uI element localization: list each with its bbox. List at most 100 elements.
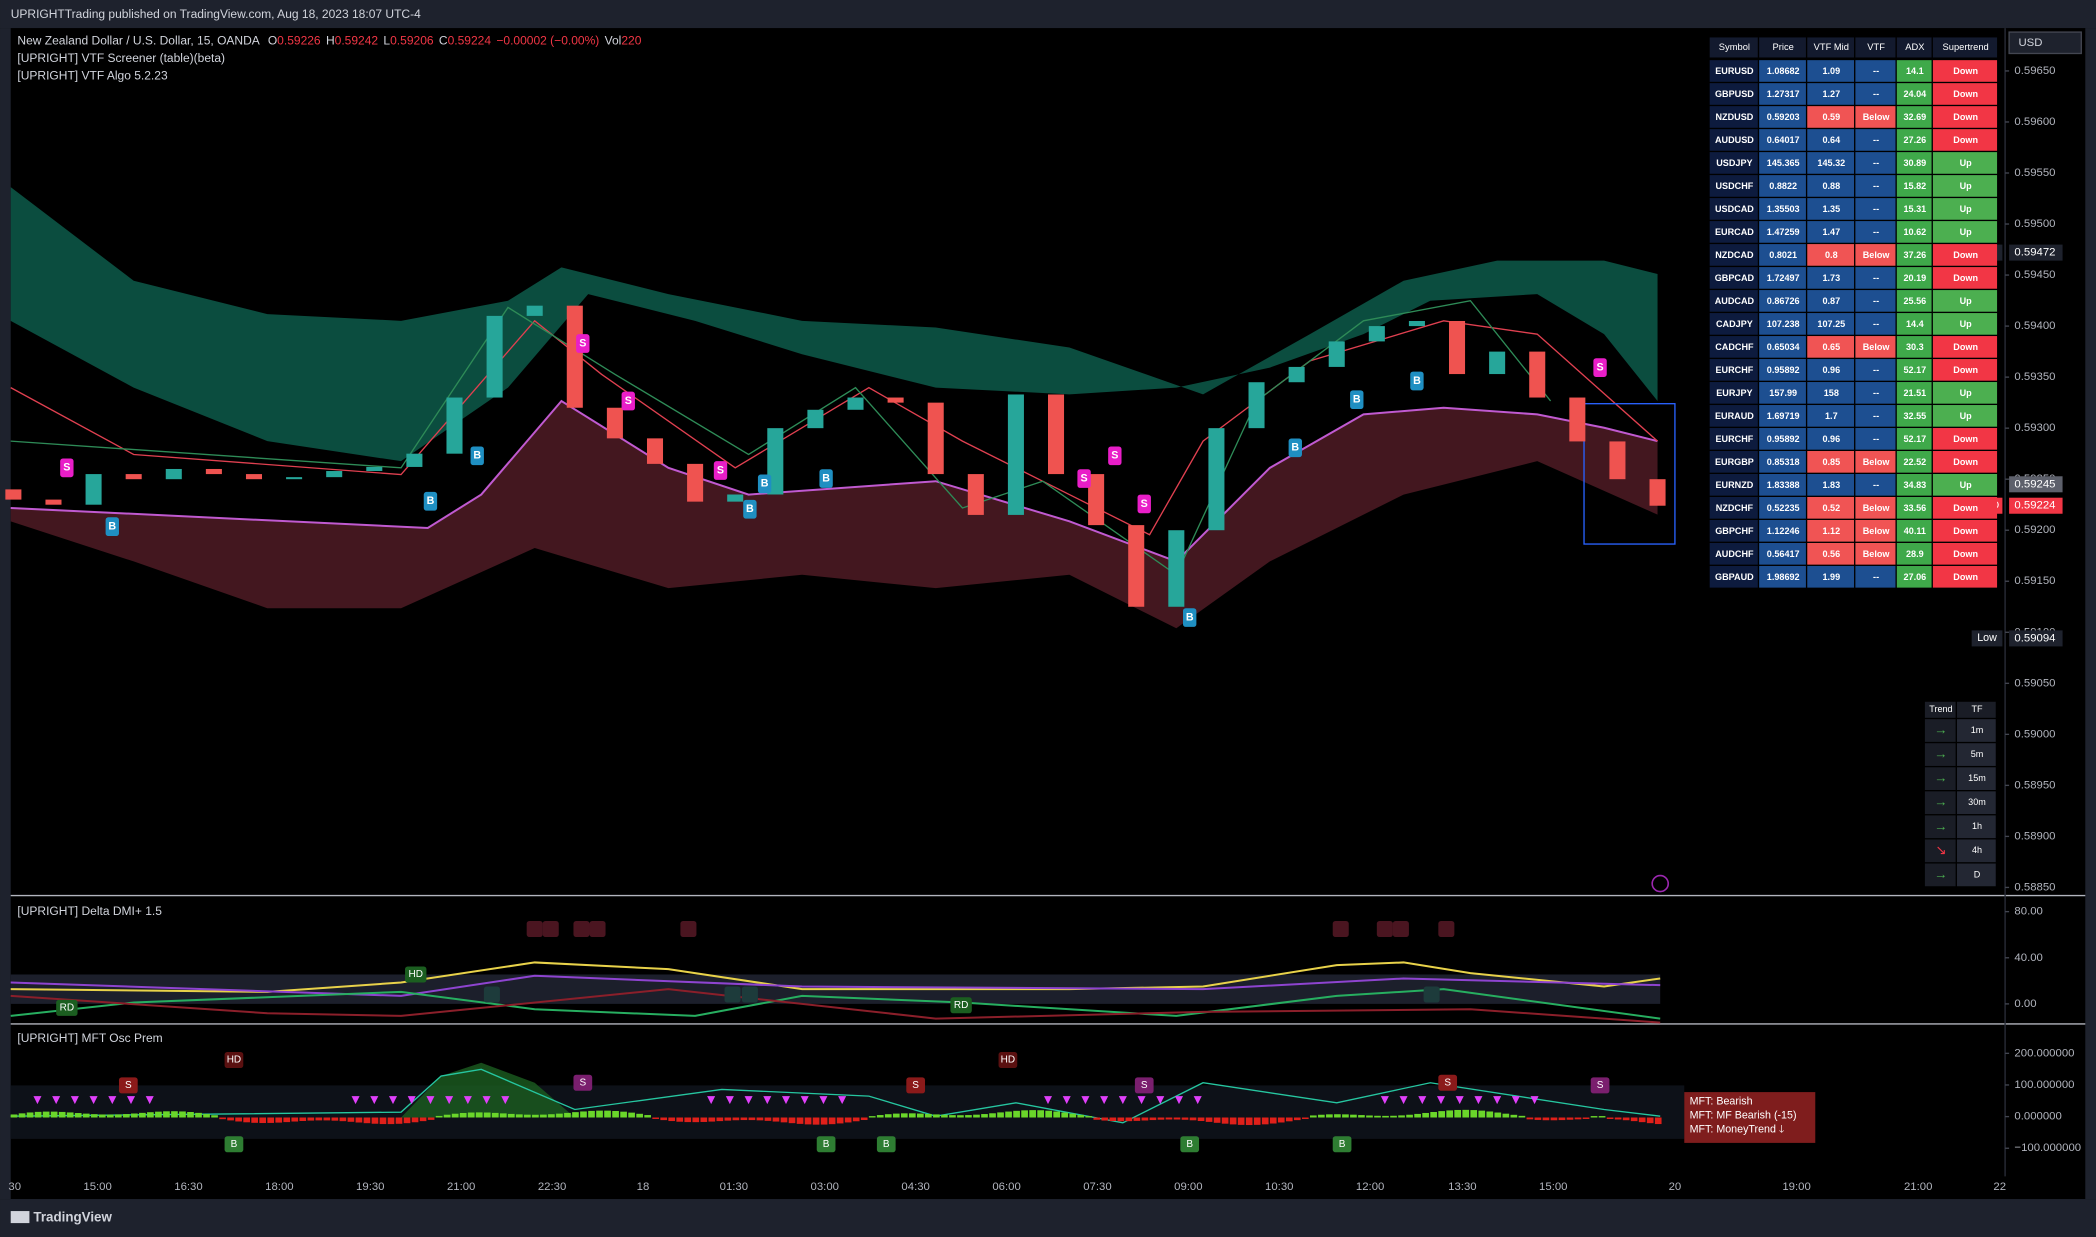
mft-bar: [122, 1114, 130, 1118]
table-cell: [1896, 565, 1932, 588]
mft-arrow: [819, 1096, 828, 1105]
table-cell-text: EURJPY: [1716, 388, 1752, 398]
mft-tag: B: [1186, 1139, 1193, 1150]
table-cell-text: EURCHF: [1715, 434, 1753, 444]
x-tick-label: 18:00: [265, 1181, 293, 1193]
signal-badge: [1410, 371, 1424, 391]
table-cell-text: --: [1873, 365, 1879, 375]
table-cell-text: 1.83388: [1767, 480, 1800, 490]
table-cell: [1855, 60, 1896, 82]
mft-bar: [395, 1117, 403, 1124]
mft-legend-box: [1684, 1092, 1816, 1143]
mft-arrow: [1062, 1096, 1071, 1105]
candle: [1248, 382, 1265, 429]
table-cell-text: --: [1873, 480, 1879, 490]
table-cell-text: Below: [1863, 503, 1891, 513]
table-cell-text: --: [1873, 158, 1879, 168]
mft-bar: [1309, 1115, 1317, 1118]
x-tick-label: 13:30: [1448, 1181, 1476, 1193]
mft-tag: B: [823, 1139, 830, 1150]
mft-arrow: [838, 1096, 847, 1105]
table-header: ADX: [1905, 42, 1925, 52]
selection-box: [1583, 403, 1676, 545]
y-tick-label: 100.000000: [2014, 1079, 2074, 1091]
table-cell: [1759, 198, 1806, 220]
green-line: [10, 300, 1552, 576]
candle: [646, 438, 664, 464]
mft-bar: [957, 1115, 964, 1118]
table-cell: [1896, 451, 1932, 473]
table-cell: [1807, 244, 1855, 266]
table-cell: [1759, 474, 1806, 496]
trend-cell: [1924, 863, 1956, 887]
candle: [486, 315, 503, 398]
mft-bar: [732, 1117, 740, 1121]
table-cell: [1896, 60, 1932, 82]
table-cell: [1807, 267, 1855, 289]
signal-badge: [621, 391, 635, 411]
candle: [5, 489, 22, 500]
mft-bar: [796, 1117, 804, 1124]
mft-arrow: [1436, 1096, 1446, 1105]
x-tick-label: 09:00: [1174, 1181, 1202, 1193]
candle: [526, 305, 543, 316]
table-cell: [1855, 405, 1896, 427]
table-cell-text: EURAUD: [1715, 411, 1754, 421]
mft-bar: [620, 1111, 627, 1118]
mft-bar: [195, 1112, 202, 1118]
table-cell: [1932, 83, 1998, 105]
table-cell-text: 30.89: [1904, 158, 1927, 168]
table-cell: [1932, 244, 1998, 266]
y-tick-label: 0.59050: [2014, 677, 2055, 689]
x-tick-label: 30: [8, 1181, 21, 1193]
mft-bar: [1037, 1110, 1044, 1118]
table-cell-text: 1.08682: [1767, 66, 1800, 76]
table-cell-text: --: [1873, 388, 1879, 398]
indicator-name: [UPRIGHT] VTF Algo 5.2.23: [17, 68, 168, 82]
mft-bar: [1109, 1117, 1117, 1122]
mft-bar: [884, 1114, 892, 1118]
mft-bar: [828, 1117, 836, 1125]
table-cell: [1932, 565, 1998, 588]
table-cell: [1932, 152, 1998, 174]
mft-bar: [1293, 1117, 1301, 1121]
x-tick-label: 03:00: [811, 1181, 839, 1193]
table-cell-text: --: [1873, 89, 1879, 99]
table-cell: [1709, 198, 1758, 220]
table-cell-text: Down: [1953, 66, 1978, 76]
signal-badge: [713, 461, 728, 480]
y-tick-label: 200.000000: [2014, 1047, 2074, 1059]
table-cell: [1709, 221, 1758, 243]
mft-bar: [1253, 1117, 1261, 1125]
mft-bar: [892, 1113, 900, 1118]
mft-bar: [1622, 1117, 1630, 1121]
table-cell-text: --: [1873, 572, 1879, 582]
x-tick-label: 18: [637, 1181, 650, 1193]
mft-bar: [644, 1115, 651, 1118]
mft-bar: [1566, 1117, 1574, 1120]
table-cell-text: 22.52: [1904, 457, 1927, 467]
trend-cell-text: 4h: [1972, 845, 1982, 855]
table-cell-text: GBPCAD: [1715, 273, 1755, 283]
table-cell: [1759, 451, 1806, 473]
mft-bar: [1334, 1114, 1341, 1118]
table-cell: [1896, 519, 1932, 542]
candle: [566, 305, 583, 408]
table-cell-text: Below: [1863, 549, 1891, 559]
mft-bar: [868, 1116, 876, 1118]
table-cell-text: Down: [1953, 434, 1978, 444]
table-cell: [1896, 198, 1932, 220]
table-cell: [1709, 382, 1758, 404]
mft-arrow: [707, 1096, 716, 1105]
mft-bar: [1422, 1112, 1429, 1118]
candle: [606, 407, 623, 439]
mft-arrow: [800, 1096, 809, 1105]
candle: [125, 474, 142, 480]
table-cell-text: EURUSD: [1715, 66, 1754, 76]
indicator-clouds: [10, 187, 1676, 893]
signal-label: S: [579, 337, 586, 349]
table-cell: [1855, 474, 1896, 496]
trend-cell-text: 30m: [1968, 797, 1986, 807]
mft-tag-box: [816, 1136, 836, 1153]
mft-bar: [1526, 1117, 1534, 1120]
